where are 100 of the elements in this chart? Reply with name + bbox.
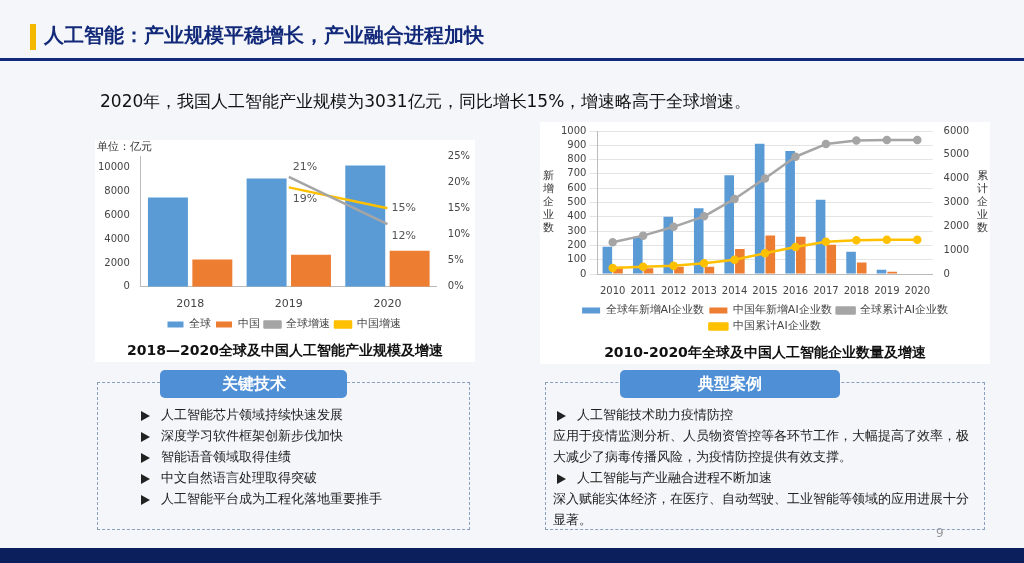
y2-tick-label: 10% xyxy=(447,228,471,240)
text: 人工智能与产业融合进程不断加速 xyxy=(577,470,772,485)
y2-tick-label: 20% xyxy=(447,175,471,187)
text: 应用于疫情监测分析、人员物资管控等各环节工作，大幅提高了效率，极大减少了病毒传播风险，为疫情防控提供有效支撑。 xyxy=(553,428,969,464)
point xyxy=(608,238,617,247)
y-tick-label: 4000 xyxy=(104,232,130,244)
legend-label: 中国增速 xyxy=(356,317,401,331)
y2-tick-label: 4000 xyxy=(943,172,969,184)
x-tick-label: 2014 xyxy=(721,284,748,296)
y-tick-label: 100 xyxy=(567,253,587,265)
text: 人工智能技术助力疫情防控 xyxy=(577,407,733,422)
text: 深入赋能实体经济，在医疗、自动驾驶、工业智能等领域的应用进展十分显著。 xyxy=(553,491,969,527)
y2-axis-title: 累计企业数 xyxy=(976,169,988,235)
x-tick-label: 2017 xyxy=(813,284,839,296)
point xyxy=(760,174,770,183)
y-tick-label: 900 xyxy=(567,138,587,150)
y-tick-label: 700 xyxy=(567,167,587,179)
point xyxy=(913,135,922,145)
text: 典型案例 xyxy=(619,370,840,398)
x-tick-label: 2019 xyxy=(274,297,303,311)
x-tick-label: 2018 xyxy=(843,284,870,296)
legend-label: 全球增速 xyxy=(286,317,330,331)
point xyxy=(669,222,678,232)
y-tick-label: 0 xyxy=(580,267,587,279)
bar xyxy=(846,251,856,274)
x-tick-label: 2012 xyxy=(660,284,687,296)
y2-tick-label: 0% xyxy=(447,280,464,292)
point xyxy=(760,249,770,258)
x-tick-label: 2010 xyxy=(599,284,626,296)
y-tick-label: 1000 xyxy=(561,124,587,136)
x-tick-label: 2016 xyxy=(782,284,809,296)
x-tick-label: 2020 xyxy=(904,284,931,296)
x-tick-label: 2011 xyxy=(630,284,656,296)
bar xyxy=(826,244,837,274)
point xyxy=(852,136,861,145)
point xyxy=(730,194,739,204)
point xyxy=(821,237,831,247)
y2-tick-label: 3000 xyxy=(943,196,969,208)
point xyxy=(669,261,678,270)
data-label: 19% xyxy=(292,192,318,206)
y-tick-label: 800 xyxy=(567,153,587,165)
point xyxy=(852,235,861,245)
x-tick-label: 2020 xyxy=(373,297,402,311)
bar xyxy=(704,266,715,274)
y-tick-label: 2000 xyxy=(104,256,130,268)
bar xyxy=(246,178,287,287)
text: 深度学习软件框架创新步伐加快 xyxy=(161,428,343,443)
point xyxy=(638,231,648,240)
text: 2010-2020年全球及中国人工智能企业数量及增速 xyxy=(603,344,927,362)
point xyxy=(791,152,800,161)
x-tick-label: 2019 xyxy=(874,284,900,296)
text: 2018—2020全球及中国人工智能产业规模及增速 xyxy=(126,342,444,360)
y-tick-label: 300 xyxy=(567,224,587,236)
y-axis-title: 单位：亿元 xyxy=(97,140,152,154)
y-tick-label: 500 xyxy=(567,196,587,208)
data-label: 12% xyxy=(391,228,416,242)
legend-label: 中国累计AI企业数 xyxy=(732,319,821,333)
bar xyxy=(674,266,684,274)
y-tick-label: 200 xyxy=(567,238,587,250)
bar xyxy=(785,151,795,274)
y2-tick-label: 6000 xyxy=(943,124,969,136)
point xyxy=(882,235,892,244)
y-axis-title: 新增企业数 xyxy=(541,169,554,235)
bar xyxy=(147,197,188,287)
text: 人工智能：产业规模平稳增长，产业融合进程加快 xyxy=(44,22,484,49)
legend-label: 全球年新增AI企业数 xyxy=(605,303,705,317)
y2-tick-label: 5% xyxy=(447,254,464,266)
point xyxy=(882,135,892,145)
y2-tick-label: 5000 xyxy=(943,148,969,160)
text: 中文自然语言处理取得突破 xyxy=(161,470,317,485)
y2-tick-label: 1000 xyxy=(943,243,969,255)
text: 关键技术 xyxy=(160,370,347,398)
point xyxy=(821,139,831,149)
y2-tick-label: 2000 xyxy=(943,219,969,231)
x-tick-label: 2015 xyxy=(752,284,778,296)
text: 人工智能芯片领域持续快速发展 xyxy=(161,407,343,422)
bar xyxy=(643,268,654,274)
bar xyxy=(856,262,867,274)
legend-label: 全球 xyxy=(189,317,211,331)
bar xyxy=(345,165,386,287)
point xyxy=(699,259,709,268)
y-tick-label: 600 xyxy=(567,181,587,193)
point xyxy=(913,235,922,244)
x-tick-label: 2018 xyxy=(176,297,205,311)
y2-tick-label: 0 xyxy=(943,267,950,279)
y-tick-label: 10000 xyxy=(98,161,130,173)
point xyxy=(699,212,709,221)
point xyxy=(791,242,800,252)
bar xyxy=(724,175,734,274)
data-label: 21% xyxy=(292,159,318,173)
text: 智能语音领域取得佳绩 xyxy=(161,449,291,464)
text: 人工智能平台成为工程化落地重要推手 xyxy=(161,491,382,506)
y-tick-label: 8000 xyxy=(104,185,130,197)
y-tick-label: 6000 xyxy=(104,209,130,221)
data-label: 15% xyxy=(391,201,416,215)
y2-tick-label: 15% xyxy=(447,201,471,213)
y-tick-label: 400 xyxy=(567,210,587,222)
legend-label: 中国年新增AI企业数 xyxy=(732,303,832,317)
bar xyxy=(389,250,430,287)
x-tick-label: 2013 xyxy=(691,284,717,296)
